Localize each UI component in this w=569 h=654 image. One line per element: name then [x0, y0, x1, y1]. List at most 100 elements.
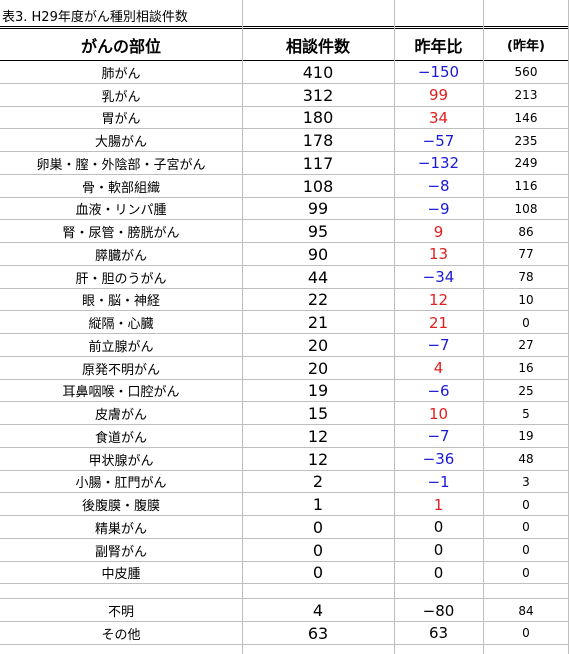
cell-count: 178: [302, 131, 334, 151]
cell-diff: −8: [427, 177, 450, 196]
header-prev: (昨年): [507, 39, 545, 54]
cell-site: その他: [101, 627, 141, 643]
cell-site: 血液・リンパ腫: [75, 203, 167, 219]
cell-diff: 63: [428, 624, 449, 643]
table-row: 肺がん 410 −150 560: [0, 61, 569, 84]
header-row: がんの部位 相談件数 昨年比 (昨年): [0, 28, 569, 61]
cell-diff: 21: [428, 313, 449, 332]
cell-count: 180: [302, 108, 334, 128]
table-title: 表3. H29年度がん種別相談件数: [2, 10, 188, 25]
cell-site: 大腸がん: [94, 135, 147, 151]
table-row: 血液・リンパ腫 99 −9 108: [0, 198, 569, 221]
header-count: 相談件数: [285, 36, 350, 56]
cell-site: 不明: [107, 605, 134, 621]
cell-diff: 10: [428, 404, 449, 423]
cell-site: 小腸・肛門がん: [75, 476, 167, 492]
cell-diff: 0: [433, 563, 444, 582]
table-row: 甲状腺がん 12 −36 48: [0, 448, 569, 471]
cell-site: 副腎がん: [94, 544, 147, 560]
cell-site: 原発不明がん: [81, 362, 160, 378]
cell-prev: 0: [522, 315, 530, 330]
cell-prev: 5: [522, 406, 530, 421]
table-row: 膵臓がん 90 13 77: [0, 243, 569, 266]
cell-count: 1: [312, 495, 324, 515]
cell-count: 0: [312, 540, 324, 560]
cell-count: 312: [302, 85, 334, 105]
cell-diff: −36: [422, 450, 455, 469]
cell-site: 甲状腺がん: [88, 453, 154, 469]
cell-diff: −7: [427, 336, 450, 355]
cell-diff: −1: [427, 472, 450, 491]
table-row: 耳鼻咽喉・口腔がん 19 −6 25: [0, 380, 569, 403]
table-row: その他 63 63 0: [0, 622, 569, 645]
table-row: 小腸・肛門がん 2 −1 3: [0, 471, 569, 494]
cell-site: 後腹膜・腹膜: [81, 499, 160, 515]
table-row: 骨・軟部組織 108 −8 116: [0, 175, 569, 198]
cell-prev: 213: [514, 88, 538, 103]
cell-site: 皮膚がん: [94, 408, 147, 424]
cell-diff: −7: [427, 427, 450, 446]
cell-prev: 108: [514, 201, 538, 216]
cell-count: 12: [307, 449, 329, 469]
table-row: 不明 4 −80 84: [0, 599, 569, 622]
spacer-row: [0, 584, 569, 599]
cell-count: 410: [302, 62, 334, 82]
cell-prev: 48: [518, 452, 534, 467]
table-row: 縦隔・心臓 21 21 0: [0, 311, 569, 334]
cell-prev: 560: [514, 65, 538, 80]
cell-count: 20: [307, 335, 329, 355]
cell-diff: 0: [433, 541, 444, 560]
table-row: 卵巣・膣・外陰部・子宮がん 117 −132 249: [0, 152, 569, 175]
cell-diff: 1: [433, 495, 444, 514]
table-row: 乳がん 312 99 213: [0, 84, 569, 107]
cell-prev: 77: [518, 247, 534, 262]
cell-prev: 78: [518, 270, 534, 285]
cell-prev: 25: [518, 383, 534, 398]
header-site: がんの部位: [80, 36, 161, 56]
cell-diff: 12: [428, 290, 449, 309]
table-row: 中皮腫 0 0 0: [0, 562, 569, 585]
cell-diff: 13: [428, 245, 449, 264]
table-row: 大腸がん 178 −57 235: [0, 129, 569, 152]
cell-count: 117: [302, 153, 334, 173]
cell-prev: 27: [518, 338, 534, 353]
cell-diff: 99: [428, 86, 449, 105]
cell-diff: 4: [433, 359, 444, 378]
cell-count: 22: [307, 290, 329, 310]
cell-diff: −150: [417, 63, 460, 82]
cell-count: 15: [307, 404, 329, 424]
spacer-cell: [0, 584, 242, 599]
cell-count: 63: [307, 623, 329, 643]
cell-site: 肺がん: [101, 66, 141, 82]
cell-count: 44: [307, 267, 329, 287]
cell-count: 108: [302, 176, 334, 196]
table-row: 食道がん 12 −7 19: [0, 425, 569, 448]
table-row: 原発不明がん 20 4 16: [0, 357, 569, 380]
table-row: 皮膚がん 15 10 5: [0, 402, 569, 425]
cell-diff: −132: [417, 154, 460, 173]
table-row: 前立腺がん 20 −7 27: [0, 334, 569, 357]
header-top-border: [0, 26, 569, 27]
cell-prev: 0: [522, 543, 530, 558]
table-row: 精巣がん 0 0 0: [0, 516, 569, 539]
cell-prev: 0: [522, 497, 530, 512]
cell-prev: 0: [522, 520, 530, 535]
cell-site: 縦隔・心臓: [88, 317, 154, 333]
cell-count: 2: [312, 472, 324, 492]
cell-diff: 34: [428, 108, 449, 127]
cell-count: 12: [307, 426, 329, 446]
cell-site: 腎・尿管・膀胱がん: [62, 226, 180, 242]
cell-count: 0: [312, 517, 324, 537]
cell-prev: 116: [514, 179, 538, 194]
cell-site: 肝・胆のうがん: [75, 271, 167, 287]
table-row: 胃がん 180 34 146: [0, 107, 569, 130]
cell-site: 卵巣・膣・外陰部・子宮がん: [36, 157, 206, 173]
consultation-table: がんの部位 相談件数 昨年比 (昨年) 肺がん 410 −150 560 乳がん 312 9…: [0, 28, 569, 645]
header-diff: 昨年比: [414, 36, 463, 56]
cell-prev: 0: [522, 626, 530, 641]
cell-diff: −9: [427, 199, 450, 218]
cell-prev: 16: [518, 361, 534, 376]
cell-count: 99: [307, 199, 329, 219]
cell-prev: 249: [514, 156, 538, 171]
cell-site: 耳鼻咽喉・口腔がん: [62, 385, 180, 401]
